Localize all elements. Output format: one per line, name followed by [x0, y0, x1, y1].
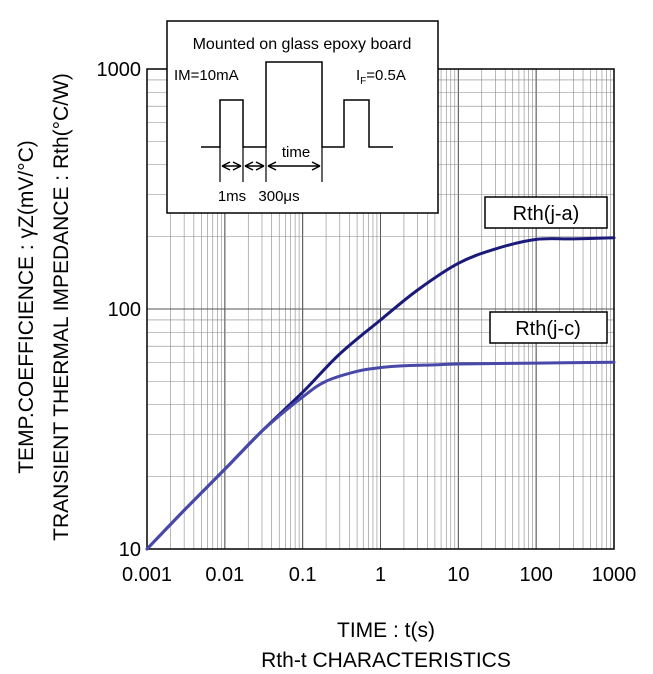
y-tick-label: 100 [108, 299, 141, 321]
y-tick-label: 10 [119, 539, 141, 561]
x-tick-label: 0.001 [122, 564, 172, 586]
y-tick-label: 1000 [97, 59, 142, 81]
inset-im-label: IM=10mA [174, 67, 239, 84]
x-tick-label: 10 [447, 564, 469, 586]
x-tick-label: 100 [519, 564, 552, 586]
x-tick-label: 1000 [592, 564, 637, 586]
inset-pulse-diagram: Mounted on glass epoxy board IM=10mA IF=… [166, 20, 439, 214]
inset-time-label: time [282, 144, 310, 161]
y-tick-labels: 10 100 1000 [97, 59, 142, 561]
x-axis-label: TIME : t(s) [337, 619, 435, 642]
x-tick-labels: 0.001 0.01 0.1 1 10 100 1000 [122, 564, 636, 586]
legend-rth-jc: Rth(j-c) [489, 311, 608, 344]
inset-pulse-waveform [201, 61, 393, 148]
x-tick-label: 1 [375, 564, 386, 586]
chart-title: Rth-t CHARACTERISTICS [261, 649, 511, 672]
series-line-rth-jc [145, 360, 616, 551]
inset-300us-label: 300μs [258, 188, 299, 205]
x-tick-label: 0.01 [205, 564, 244, 586]
inset-if-label: IF=0.5A [356, 67, 406, 87]
legend-rth-ja-label: Rth(j-a) [513, 203, 580, 225]
inset-1ms-label: 1ms [218, 188, 246, 205]
curves [145, 236, 616, 551]
legend-rth-ja: Rth(j-a) [484, 196, 608, 229]
y-axis-label-lower: TRANSIENT THERMAL IMPEDANCE : Rth(°C/W) [50, 73, 73, 541]
inset-frame [166, 20, 439, 214]
legend-rth-jc-label: Rth(j-c) [515, 318, 581, 340]
y-axis-label-upper: TEMP.COEFFICIENCE : γZ(mV/°C) [15, 140, 38, 474]
x-tick-label: 0.1 [289, 564, 317, 586]
inset-title: Mounted on glass epoxy board [193, 36, 412, 53]
